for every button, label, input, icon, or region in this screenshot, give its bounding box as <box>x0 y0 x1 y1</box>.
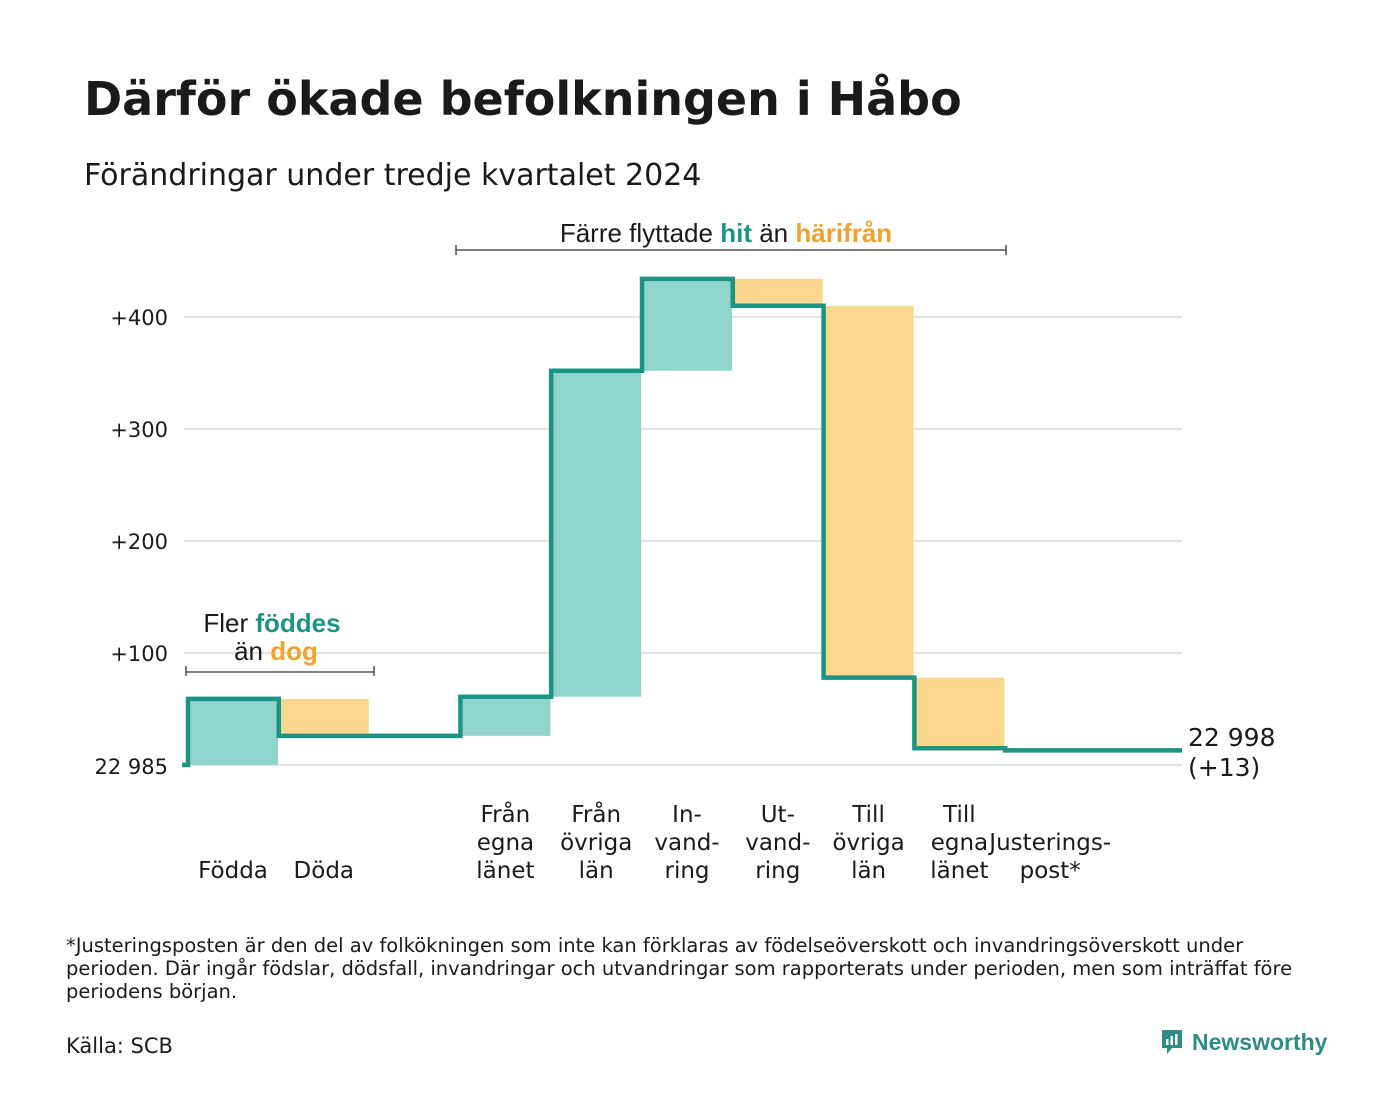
category-label: Ut- <box>761 802 795 828</box>
bar-gain <box>188 698 278 765</box>
bar-loss <box>823 305 914 678</box>
moves-annotation: Färre flyttade hit än härifrån <box>455 218 1007 255</box>
brand-name: Newsworthy <box>1192 1028 1328 1055</box>
category-label: vand- <box>745 830 810 856</box>
cumulative-step-line <box>182 276 1182 768</box>
chart-subtitle: Förändringar under tredje kvartalet 2024 <box>84 158 702 193</box>
bar-gain <box>460 696 551 736</box>
end-change-label: (+13) <box>1188 753 1260 782</box>
y-tick-label: +200 <box>110 530 168 554</box>
category-label: egna <box>931 830 988 856</box>
category-label: länet <box>930 858 988 884</box>
footnote: *Justeringsposten är den del av folkökni… <box>66 934 1293 1003</box>
moves-annotation-loss: härifrån <box>795 218 892 248</box>
y-tick-label: +400 <box>110 306 168 330</box>
births-annotation-pre: Fler <box>203 608 255 638</box>
category-label: Födda <box>198 858 268 884</box>
moves-annotation-mid: än <box>752 218 795 248</box>
moves-annotation-bracket <box>455 245 1007 255</box>
bar-loss <box>278 698 369 736</box>
category-labels: Födda DödaFrånegnalänetFrånövrigalänIn-va… <box>198 800 1111 884</box>
brand-logo[interactable]: Newsworthy <box>1160 1028 1327 1056</box>
bars <box>188 278 1005 765</box>
category-label: Från <box>571 800 621 828</box>
newsworthy-logo-icon <box>1162 1030 1182 1054</box>
svg-text:än dog: än dog <box>234 636 318 666</box>
category-label: Justerings- <box>987 830 1111 856</box>
births-annotation-mid: än <box>234 636 270 666</box>
births-annotation-gain: föddes <box>255 608 340 638</box>
y-axis-ticks: +100 +200 +300 +400 <box>110 306 168 666</box>
births-annotation-bracket <box>185 666 375 676</box>
category-label: län <box>579 858 614 884</box>
grid-lines <box>184 316 1182 766</box>
category-label: länet <box>476 858 534 884</box>
category-label: vand- <box>654 830 719 856</box>
category-label: In- <box>672 802 702 828</box>
baseline-value-label: 22 985 <box>95 755 168 779</box>
births-annotation: Fler föddes än dog <box>185 608 375 676</box>
source-label: Källa: SCB <box>66 1034 173 1058</box>
bar-gain <box>642 278 732 371</box>
chart-title: Därför ökade befolkningen i Håbo <box>84 72 962 126</box>
category-label: ring <box>664 858 709 884</box>
category-label: ring <box>755 858 800 884</box>
category-label: Döda <box>294 858 354 884</box>
moves-annotation-gain: hit <box>720 218 752 248</box>
category-label: Från <box>481 800 531 828</box>
category-label: Till <box>942 802 976 828</box>
y-tick-label: +100 <box>110 642 168 666</box>
category-label: övriga <box>560 830 632 856</box>
end-value-label: 22 998 <box>1188 723 1275 752</box>
svg-text:Fler föddes: Fler föddes <box>203 608 340 638</box>
category-label: Till <box>851 802 885 828</box>
category-label: post* <box>1020 858 1081 884</box>
waterfall-chart: +100+200+300+400 Födda DödaFrånegnalänetF… <box>95 218 1276 884</box>
bar-loss <box>732 278 823 306</box>
step-line <box>182 276 1182 768</box>
births-annotation-loss: dog <box>270 636 318 666</box>
y-tick-label: +300 <box>110 418 168 442</box>
bar-loss <box>914 677 1005 749</box>
bar-gain <box>551 370 642 697</box>
category-label: övriga <box>832 830 904 856</box>
category-label: län <box>851 858 886 884</box>
svg-text:Färre flyttade hit än härifrån: Färre flyttade hit än härifrån <box>560 218 892 248</box>
moves-annotation-pre: Färre flyttade <box>560 218 720 248</box>
category-label: egna <box>477 830 534 856</box>
